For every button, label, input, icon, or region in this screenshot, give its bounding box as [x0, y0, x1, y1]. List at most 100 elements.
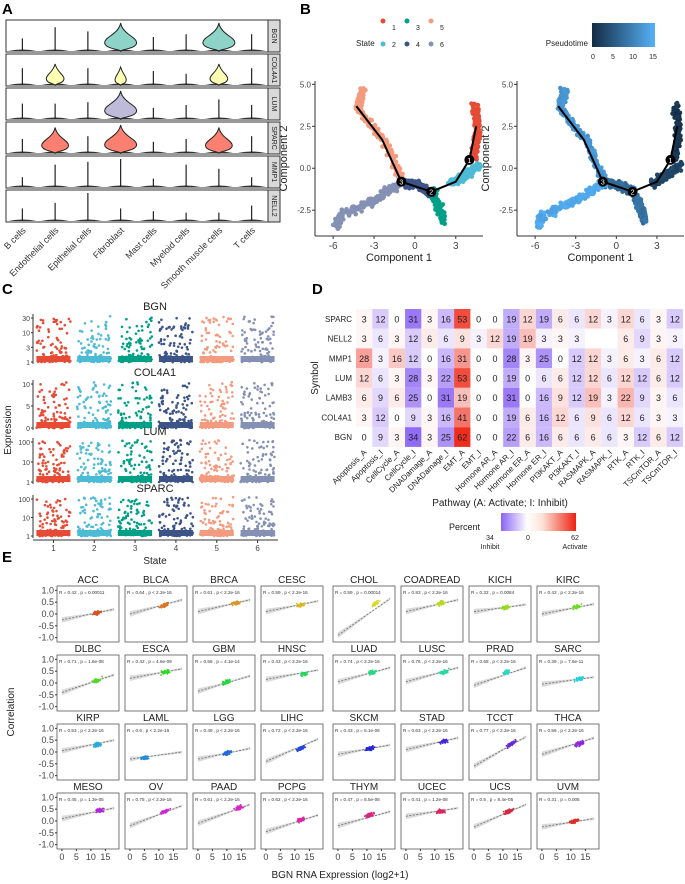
expression-point	[169, 352, 173, 355]
expression-point	[41, 321, 45, 325]
heatmap-value: 9	[640, 334, 645, 344]
expression-point	[84, 476, 87, 480]
expression-point	[190, 522, 193, 525]
expression-point	[229, 331, 232, 335]
expression-point	[164, 479, 167, 483]
expression-point	[129, 507, 133, 510]
expression-point	[200, 418, 204, 422]
expression-point	[87, 343, 90, 347]
gene-title: COL4A1	[134, 367, 176, 379]
cancer-title: CHOL	[350, 575, 378, 586]
trajectory-line	[557, 105, 679, 193]
cell-point	[330, 222, 336, 228]
expression-point	[175, 441, 179, 445]
expression-point	[93, 457, 96, 460]
expression-point	[92, 463, 96, 466]
expression-point	[204, 462, 208, 465]
expression-point	[104, 479, 108, 482]
expression-point	[168, 530, 171, 533]
expression-point	[206, 452, 210, 456]
pseudotime-tick: 10	[629, 54, 637, 61]
expression-point	[255, 520, 258, 524]
violin	[104, 22, 138, 52]
data-point	[237, 602, 240, 605]
expression-point	[83, 508, 86, 512]
expression-point	[265, 468, 269, 471]
expression-point	[260, 468, 263, 472]
expression-point	[52, 462, 55, 466]
expression-point	[142, 471, 146, 475]
expression-point	[200, 426, 204, 429]
expression-point	[230, 412, 234, 415]
expression-point	[131, 444, 134, 447]
state-legend-dot	[428, 18, 434, 24]
expression-point	[64, 358, 68, 361]
heatmap-value: 19	[506, 373, 516, 383]
expression-point	[52, 392, 56, 396]
expression-point	[185, 355, 189, 358]
expression-point	[143, 534, 147, 537]
expression-point	[184, 516, 187, 520]
row-label: BGN	[335, 433, 353, 442]
cell-point	[380, 190, 385, 195]
expression-point	[191, 458, 194, 462]
expression-point	[117, 533, 121, 536]
expression-point	[203, 477, 207, 481]
expression-point	[56, 471, 59, 475]
expression-point	[183, 399, 187, 403]
expression-point	[56, 514, 59, 518]
expression-point	[48, 447, 51, 451]
gene-title: BGN	[143, 301, 167, 313]
expression-point	[143, 355, 146, 358]
heatmap-value: 3	[427, 433, 432, 443]
expression-point	[211, 519, 215, 523]
heatmap-value: 16	[441, 314, 451, 324]
expression-point	[223, 407, 227, 410]
expression-point	[176, 480, 180, 484]
expression-point	[254, 470, 258, 473]
expression-point	[105, 351, 109, 355]
expression-point	[188, 460, 191, 464]
heatmap-value: 3	[656, 334, 661, 344]
heatmap-value: 31	[441, 393, 451, 403]
expression-point	[262, 446, 265, 450]
expression-point	[253, 439, 256, 443]
expression-point	[140, 442, 144, 446]
expression-point	[231, 334, 234, 338]
expression-point	[99, 334, 103, 337]
x-tick-label: 6	[255, 544, 260, 553]
heatmap-value: 0	[558, 354, 563, 364]
expression-point	[271, 450, 275, 454]
expression-point	[211, 426, 215, 430]
heatmap-value: 9	[411, 413, 416, 423]
heatmap-value: 22	[506, 433, 516, 443]
expression-point	[186, 441, 189, 445]
cell-point	[674, 114, 680, 120]
expression-point	[243, 331, 247, 334]
expression-point	[47, 357, 51, 361]
expression-point	[109, 412, 112, 416]
expression-point	[68, 416, 72, 420]
expression-point	[39, 342, 42, 345]
expression-point	[49, 450, 53, 454]
expression-point	[209, 354, 213, 358]
expression-point	[142, 522, 146, 526]
expression-point	[216, 398, 219, 402]
expression-point	[46, 516, 49, 519]
expression-point	[106, 334, 110, 337]
expression-point	[171, 462, 175, 466]
cell-point	[590, 186, 596, 191]
y-tick-label: 2.5	[502, 122, 514, 131]
expression-point	[145, 406, 148, 409]
heatmap-value: 12	[588, 373, 598, 383]
cell-point	[566, 198, 572, 204]
expression-point	[49, 534, 53, 538]
strip-label: MMP1	[270, 162, 277, 182]
expression-point	[191, 330, 194, 334]
expression-point	[45, 512, 49, 516]
expression-point	[106, 403, 110, 406]
expression-point	[54, 468, 57, 472]
expression-point	[259, 517, 262, 520]
trajectory-line	[355, 105, 478, 193]
